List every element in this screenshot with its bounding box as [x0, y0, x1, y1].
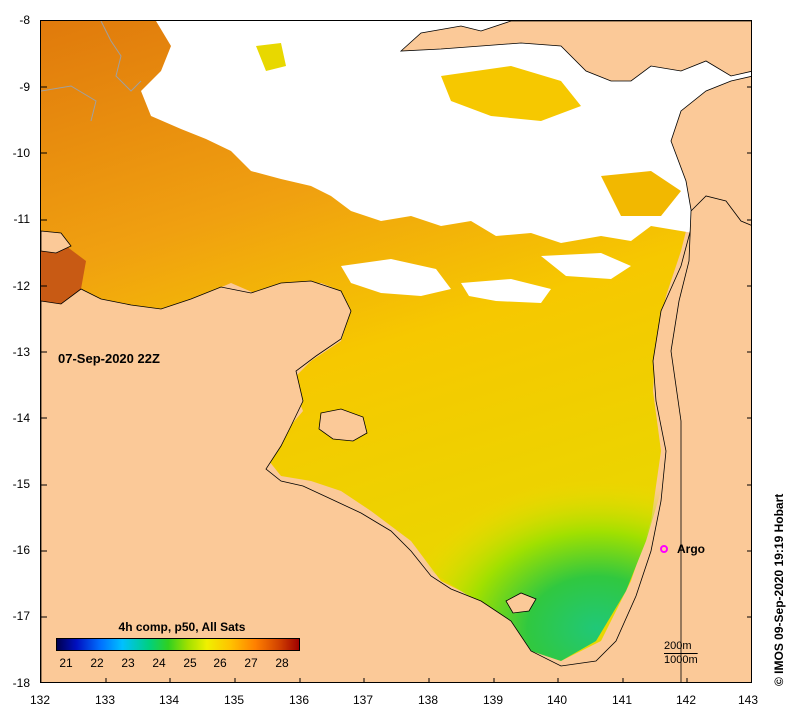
sst-patch [441, 66, 581, 121]
legend-tick: 24 [152, 656, 166, 670]
x-tick-label: 143 [737, 693, 759, 707]
x-tick-label: 138 [417, 693, 439, 707]
cloud-mask [461, 279, 551, 303]
river-line [41, 85, 97, 122]
y-tick-label: -9 [19, 80, 30, 94]
x-tick-label: 135 [223, 693, 245, 707]
y-tick-label: -13 [12, 345, 30, 359]
y-tick-label: -11 [13, 212, 30, 226]
y-tick-label: -14 [12, 411, 30, 425]
x-tick-label: 136 [288, 693, 310, 707]
depth-legend-1000m: 1000m [664, 654, 698, 666]
legend-tick: 27 [244, 656, 258, 670]
land-cape-york [670, 195, 751, 682]
x-tick-label: 139 [482, 693, 504, 707]
cloud-mask [141, 21, 751, 243]
depth-legend-200m: 200m [664, 640, 692, 652]
sst-patch [601, 171, 681, 216]
y-tick-label: -12 [12, 279, 30, 293]
y-tick-label: -8 [19, 13, 30, 27]
legend-tick: 23 [121, 656, 135, 670]
land-northern-territory [41, 76, 751, 682]
legend-tick: 25 [183, 656, 197, 670]
legend-colorbar [56, 638, 300, 651]
island-mornington [505, 592, 537, 614]
legend-tick: 28 [275, 656, 289, 670]
sst-map [40, 20, 752, 683]
x-tick-label: 140 [546, 693, 568, 707]
legend-tick: 26 [213, 656, 227, 670]
y-tick-label: -18 [12, 676, 30, 690]
cloud-mask [341, 259, 451, 296]
y-tick-label: -15 [12, 477, 30, 491]
river-line [100, 21, 142, 92]
x-tick-label: 133 [94, 693, 116, 707]
cloud-mask [541, 253, 631, 279]
sst-patch [256, 43, 286, 71]
axis-ticks [41, 86, 751, 682]
sst-map-graphic [41, 21, 751, 682]
temperature-legend: 4h comp, p50, All Sats 21 22 23 24 25 26… [52, 620, 302, 670]
x-tick-label: 141 [611, 693, 633, 707]
map-timestamp: 07-Sep-2020 22Z [58, 351, 160, 366]
argo-label: Argo [677, 542, 705, 556]
x-tick-label: 132 [29, 693, 51, 707]
legend-tick: 22 [90, 656, 104, 670]
island-western [41, 230, 72, 254]
y-tick-label: -17 [12, 609, 30, 623]
x-tick-label: 134 [158, 693, 180, 707]
x-tick-label: 137 [352, 693, 374, 707]
warm-water-region [41, 246, 86, 304]
argo-float-marker [660, 545, 668, 553]
copyright-notice: © IMOS 09-Sep-2020 19:19 Hobart [772, 493, 786, 686]
legend-title: 4h comp, p50, All Sats [118, 620, 246, 634]
land-new-guinea [399, 21, 751, 82]
x-tick-label: 142 [675, 693, 697, 707]
y-tick-label: -10 [12, 146, 30, 160]
depth-contour-legend: 200m 1000m [664, 639, 698, 667]
legend-tick: 21 [59, 656, 73, 670]
cool-water-region [303, 391, 661, 661]
island-groote-eylandt [318, 408, 368, 442]
y-tick-label: -16 [12, 543, 30, 557]
